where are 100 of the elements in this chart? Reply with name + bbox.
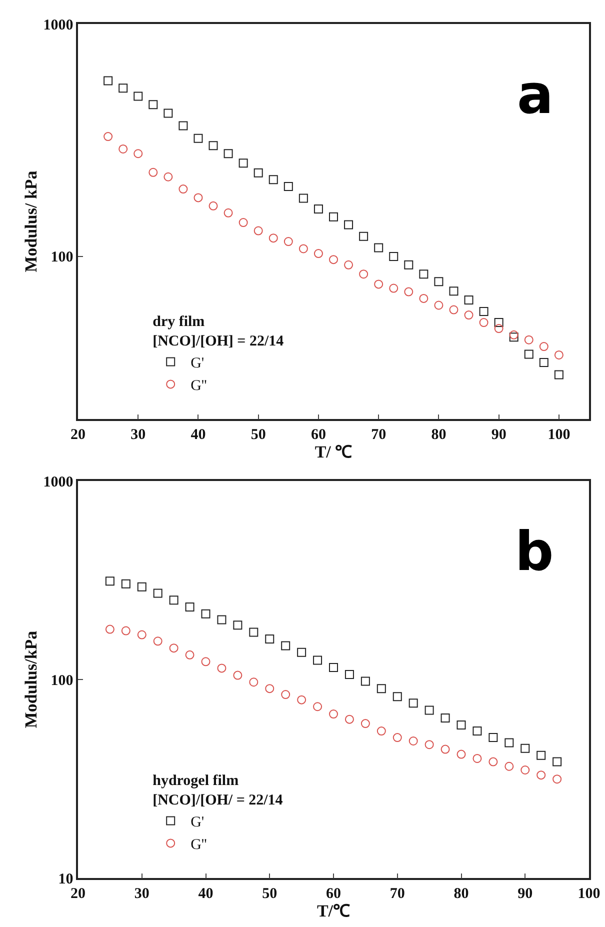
x-tick-label: 90 [491,426,506,443]
point [164,108,173,118]
legend-label: G'' [190,378,208,394]
point [344,670,354,679]
point [404,260,414,270]
y-tick-label: 10 [58,871,74,888]
point [249,678,258,687]
legend-label: G'' [190,837,208,854]
point [297,648,306,657]
point [539,358,548,367]
point [464,295,474,304]
point [419,270,428,279]
x-tick-label: 90 [518,886,533,902]
point [524,350,534,359]
point [148,100,158,110]
point [265,634,274,644]
point [479,307,488,316]
point [185,602,194,612]
x-tick-label: 100 [578,886,600,902]
point [194,134,203,143]
x-tick-label: 50 [250,426,266,443]
x-tick-label: 20 [70,426,86,443]
x-tick-label: 60 [310,426,326,443]
point [552,774,562,784]
point [137,630,146,640]
x-axis-title: T/℃ [316,902,350,921]
x-tick-label: 40 [190,426,206,443]
point [178,121,188,130]
point [118,144,128,154]
point [134,92,143,101]
point [440,713,450,722]
point [314,204,323,214]
point [329,662,338,672]
x-axis-title: T/ ℃ [314,442,352,462]
point [153,636,162,646]
point [554,370,564,380]
point [374,243,384,252]
point [153,588,162,598]
point [488,733,498,742]
point [281,690,290,700]
point [456,750,466,759]
point [217,664,226,673]
point [504,762,514,771]
point [359,232,368,241]
point [201,657,210,666]
point [194,193,203,202]
point [472,726,482,736]
point [344,714,354,724]
point [424,740,434,750]
point [284,237,293,246]
point [313,702,322,712]
point [313,656,322,665]
point [449,286,458,296]
point [265,684,274,694]
point [121,579,130,588]
point [509,332,518,342]
point [524,335,534,344]
point [105,576,114,586]
point [233,620,242,630]
point [233,670,242,680]
point [520,766,530,774]
legend-title: dry film [NCO]/[OH] = 22/14 [152,314,284,350]
point [449,305,458,314]
x-tick-label: 40 [198,886,214,902]
x-tick-label: 60 [326,886,341,902]
point [389,252,398,261]
point [329,710,338,719]
point [404,287,414,296]
point [389,284,398,293]
x-tick-label: 20 [70,886,86,902]
point [494,324,504,334]
point [134,149,143,158]
point [217,615,226,624]
legend-title: hydrogel film [NCO]/[OH/ = 22/14 [152,772,284,808]
x-tick-label: 70 [371,426,386,443]
point [520,744,530,753]
point [298,194,308,203]
point [479,318,488,328]
point [208,141,218,150]
point [456,720,466,730]
point [392,733,402,742]
point [392,692,402,702]
point [374,280,384,289]
point [169,644,178,653]
point [118,84,128,93]
point [360,676,370,686]
point [440,744,450,754]
x-tick-label: 70 [390,886,405,902]
point [104,76,113,86]
x-tick-label: 100 [548,426,570,443]
point [552,757,562,766]
point [314,249,323,258]
point [297,695,306,704]
point [224,208,233,218]
legend-label: G' [190,356,204,372]
point [376,726,386,736]
annotation: b [515,520,554,583]
point [185,650,194,660]
point [360,719,370,728]
point [268,234,278,243]
